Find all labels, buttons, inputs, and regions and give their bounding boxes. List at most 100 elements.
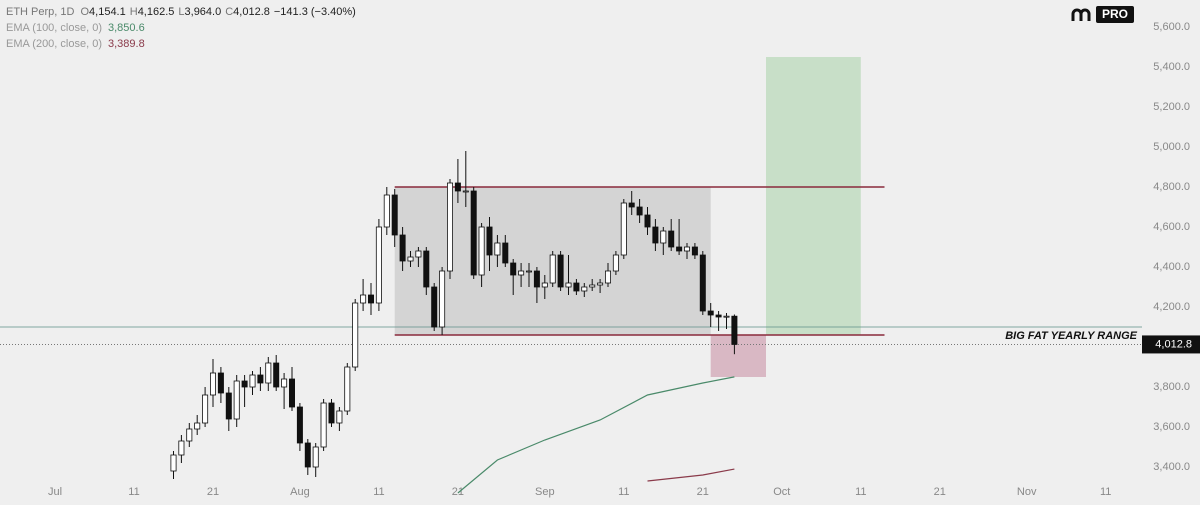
- candle: [573, 279, 580, 295]
- candle: [202, 387, 209, 427]
- y-tick-label: 5,600.0: [1153, 21, 1190, 33]
- candle: [502, 235, 509, 267]
- candle: [660, 227, 667, 255]
- candle-body: [581, 286, 588, 292]
- y-tick-label: 3,400.0: [1153, 461, 1190, 473]
- candle: [510, 259, 517, 295]
- candle-body: [439, 270, 446, 328]
- candle-body: [660, 230, 667, 244]
- candle: [439, 267, 446, 335]
- candle-body: [699, 254, 706, 312]
- candle: [209, 359, 216, 407]
- candle-body: [510, 262, 517, 276]
- candle-body: [391, 194, 398, 236]
- candle-body: [684, 246, 691, 252]
- candle-body: [589, 284, 596, 288]
- y-tick-label: 4,800.0: [1153, 181, 1190, 193]
- candle: [328, 399, 335, 427]
- x-tick-label: 21: [697, 486, 709, 498]
- candle: [731, 314, 738, 355]
- candle: [249, 371, 256, 395]
- candle: [265, 357, 272, 391]
- ema-line: [457, 376, 735, 494]
- candle-body: [328, 402, 335, 424]
- logo-mark: [1071, 8, 1091, 21]
- candle-body: [557, 254, 564, 288]
- candle: [628, 191, 635, 215]
- h-value: 4,162.5: [138, 6, 175, 18]
- candle: [352, 299, 359, 371]
- candle: [431, 283, 438, 331]
- candle-body: [676, 246, 683, 252]
- candle: [557, 251, 564, 291]
- y-tick-label: 4,600.0: [1153, 221, 1190, 233]
- candle: [597, 279, 604, 293]
- candle-body: [233, 380, 240, 420]
- x-tick-label: 21: [452, 486, 464, 498]
- candle: [518, 263, 525, 287]
- candle: [273, 355, 280, 391]
- candle-body: [415, 250, 422, 258]
- symbol: ETH Perp, 1D: [6, 6, 75, 18]
- candle: [281, 373, 288, 409]
- candle-body: [494, 242, 501, 256]
- x-tick-label: Sep: [535, 486, 555, 498]
- candle-body: [273, 362, 280, 388]
- candle-body: [707, 310, 714, 316]
- x-tick-label: Oct: [773, 486, 790, 498]
- candle: [699, 251, 706, 315]
- candle-body: [178, 440, 185, 456]
- candle-body: [265, 362, 272, 384]
- target-box: [766, 57, 861, 335]
- candle: [367, 283, 374, 315]
- o-label: O: [80, 6, 89, 18]
- range-label: BIG FAT YEARLY RANGE: [1005, 330, 1137, 342]
- candle: [391, 189, 398, 247]
- candle: [676, 219, 683, 255]
- x-tick-label: 11: [1100, 486, 1111, 498]
- candle-body: [533, 270, 540, 288]
- price-tag-bg: [1142, 335, 1200, 354]
- candle: [612, 251, 619, 275]
- candle: [454, 159, 461, 203]
- candle-body: [636, 206, 643, 216]
- badge: PRO: [1102, 7, 1128, 21]
- ema200-name: EMA (200, close, 0): [6, 38, 102, 50]
- candle: [446, 179, 453, 279]
- candle: [620, 199, 627, 259]
- candle-body: [691, 246, 698, 256]
- candle: [194, 415, 201, 435]
- candle-body: [399, 234, 406, 262]
- candle-body: [352, 302, 359, 368]
- candle-body: [454, 182, 461, 192]
- logo: PRO: [1071, 6, 1134, 23]
- candle: [549, 251, 556, 287]
- candle-body: [217, 372, 224, 394]
- ema100-last: 3,850.6: [108, 22, 145, 34]
- candle: [360, 279, 367, 311]
- candle-body: [360, 294, 367, 304]
- candle: [288, 367, 295, 411]
- candle-body: [612, 254, 619, 272]
- candle-body: [241, 380, 248, 388]
- candle: [423, 247, 430, 295]
- x-tick-label: 21: [207, 486, 219, 498]
- candle: [320, 399, 327, 451]
- candle-body: [502, 242, 509, 264]
- candle: [178, 435, 185, 463]
- candle-body: [202, 394, 209, 424]
- c-label: C: [225, 6, 233, 18]
- candle-body: [407, 256, 414, 262]
- c-value: 4,012.8: [233, 6, 270, 18]
- candle-body: [723, 315, 730, 318]
- candle-body: [312, 446, 319, 468]
- x-tick-label: Nov: [1017, 486, 1037, 498]
- x-tick-label: 11: [855, 486, 866, 498]
- candle: [170, 451, 177, 479]
- candle: [707, 303, 714, 327]
- candle: [478, 223, 485, 287]
- candle-body: [597, 282, 604, 286]
- candle-body: [423, 250, 430, 288]
- candle-body: [470, 190, 477, 276]
- l-value: 3,964.0: [185, 6, 222, 18]
